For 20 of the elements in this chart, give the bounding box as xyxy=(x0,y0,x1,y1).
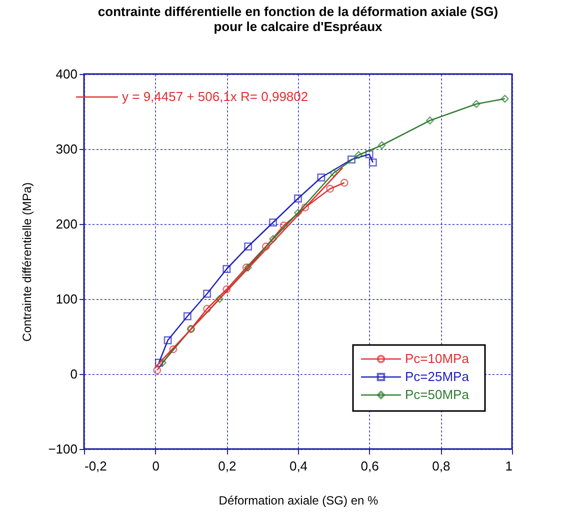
x-tick-label: 0,4 xyxy=(289,458,308,474)
y-tick-label: 100 xyxy=(56,292,78,306)
y-tick-label: 400 xyxy=(56,66,78,82)
x-tick-label: 0,8 xyxy=(432,458,450,474)
legend-label: Pc=25MPa xyxy=(405,369,470,384)
y-tick-label: 0 xyxy=(70,366,78,382)
y-tick-label: 200 xyxy=(56,216,78,232)
legend-label: Pc=10MPa xyxy=(405,351,470,366)
x-tick-label: 0,6 xyxy=(360,458,379,474)
y-tick-label: −100 xyxy=(48,442,78,456)
x-tick-label: 0,2 xyxy=(218,458,236,474)
x-tick-label: 1 xyxy=(505,458,512,474)
x-axis-title: Déformation axiale (SG) en % xyxy=(218,494,379,508)
chart-title: contrainte différentielle en fonction de la déformation axiale (SG) pour le calcaire d'Espréaux xyxy=(98,4,498,34)
y-tick-label: 300 xyxy=(56,142,78,156)
y-axis-title: Contrainte différentielle (MPa) xyxy=(20,182,34,342)
legend-label: Pc=50MPa xyxy=(405,387,470,402)
annotation: y = 9,4457 + 506,1x R= 0,99802 xyxy=(122,89,308,104)
x-tick-label: -0,2 xyxy=(84,458,107,474)
x-tick-label: 0 xyxy=(152,458,160,474)
